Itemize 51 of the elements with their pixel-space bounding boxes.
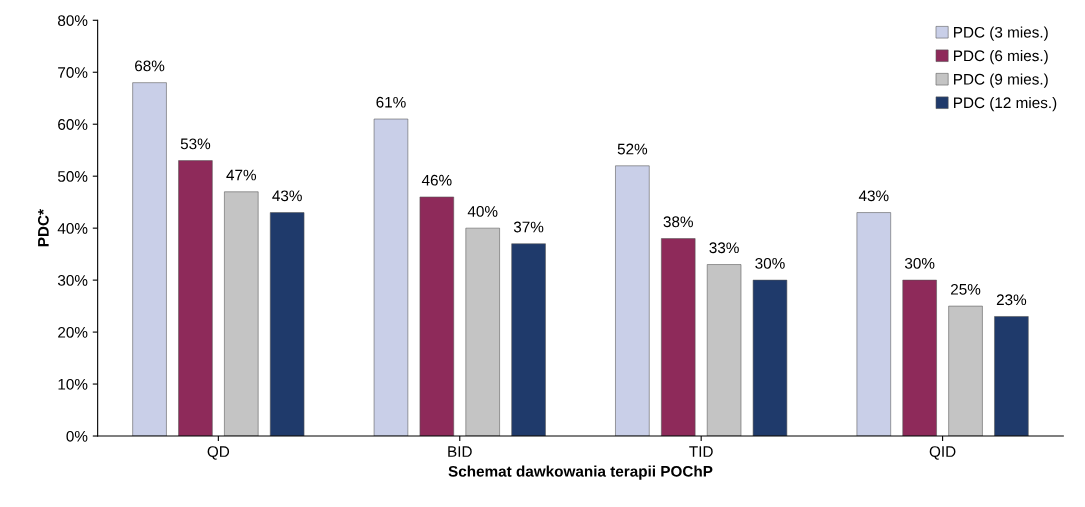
data-label: 52%: [617, 143, 648, 155]
y-tick-label: 0%: [66, 430, 88, 442]
data-label: 30%: [904, 257, 935, 269]
y-axis-title: PDC*: [37, 209, 49, 247]
bar: [661, 238, 696, 437]
bar: [856, 212, 891, 437]
data-label: 23%: [996, 294, 1027, 306]
x-tick-label: BID: [448, 446, 472, 457]
data-label: 47%: [226, 169, 257, 181]
bar: [902, 279, 937, 437]
bar: [224, 191, 259, 437]
data-label: 53%: [180, 138, 211, 150]
bar: [132, 82, 167, 437]
data-label: 61%: [376, 96, 406, 108]
data-label: 33%: [709, 242, 739, 254]
x-tick-label: QD: [207, 446, 230, 460]
y-tick-label: 60%: [58, 119, 88, 130]
y-tick-label: 80%: [58, 15, 88, 26]
data-label: 38%: [663, 216, 693, 228]
y-tick-label: 10%: [58, 378, 88, 390]
y-tick-label: 20%: [58, 326, 88, 338]
bar: [511, 243, 546, 437]
bar: [465, 227, 500, 437]
data-label: 43%: [858, 190, 889, 202]
data-label: 25%: [951, 283, 981, 295]
data-label: 43%: [272, 190, 302, 202]
data-label: 46%: [421, 174, 452, 186]
bar: [419, 196, 455, 437]
data-label: 37%: [513, 221, 544, 233]
bar: [615, 165, 650, 437]
x-tick-label: TID: [689, 446, 713, 457]
bar: [178, 160, 213, 437]
y-tick-label: 30%: [57, 274, 88, 286]
bar: [948, 305, 983, 437]
legend-label: PDC (3 mies.): [954, 26, 1048, 41]
data-label: 40%: [467, 205, 498, 217]
legend-label: PDC (12 mies.): [954, 96, 1057, 112]
legend-label: PDC (6 mies.): [954, 49, 1048, 65]
bar: [706, 264, 742, 437]
y-tick-label: 40%: [57, 223, 88, 234]
y-tick-label: 50%: [57, 171, 88, 182]
y-tick-label: 70%: [58, 67, 88, 78]
x-axis-title: Schemat dawkowania terapii POChP: [448, 465, 713, 480]
bar: [994, 316, 1029, 437]
data-label: 68%: [135, 60, 165, 72]
bar: [269, 212, 305, 437]
bar: [373, 118, 409, 437]
legend-label: PDC (9 mies.): [954, 73, 1048, 88]
bar: [752, 279, 788, 437]
x-tick-label: QID: [929, 446, 956, 460]
data-label: 30%: [755, 257, 785, 269]
